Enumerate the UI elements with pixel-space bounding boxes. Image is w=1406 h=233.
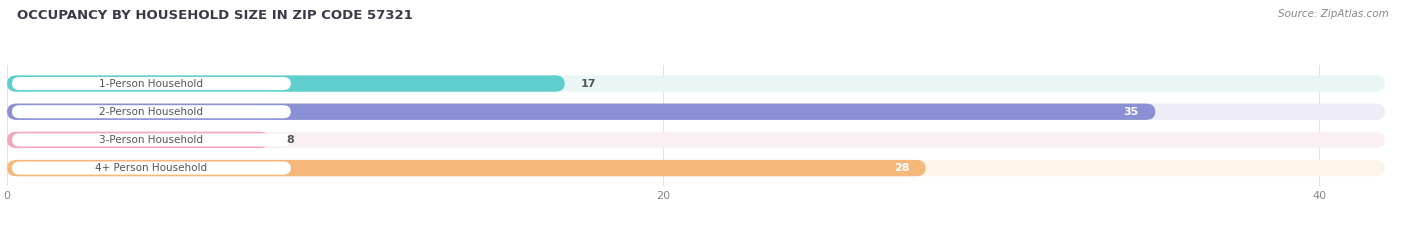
Text: 8: 8 xyxy=(285,135,294,145)
FancyBboxPatch shape xyxy=(7,103,1385,120)
FancyBboxPatch shape xyxy=(7,160,1385,176)
FancyBboxPatch shape xyxy=(7,103,1156,120)
FancyBboxPatch shape xyxy=(11,133,291,147)
Text: 3-Person Household: 3-Person Household xyxy=(100,135,204,145)
FancyBboxPatch shape xyxy=(7,132,270,148)
FancyBboxPatch shape xyxy=(7,75,565,92)
Text: 1-Person Household: 1-Person Household xyxy=(100,79,204,89)
Text: 28: 28 xyxy=(894,163,910,173)
FancyBboxPatch shape xyxy=(11,77,291,90)
FancyBboxPatch shape xyxy=(11,161,291,175)
Text: 2-Person Household: 2-Person Household xyxy=(100,107,204,117)
FancyBboxPatch shape xyxy=(7,160,925,176)
Text: 4+ Person Household: 4+ Person Household xyxy=(96,163,208,173)
Text: 35: 35 xyxy=(1123,107,1139,117)
Text: OCCUPANCY BY HOUSEHOLD SIZE IN ZIP CODE 57321: OCCUPANCY BY HOUSEHOLD SIZE IN ZIP CODE … xyxy=(17,9,412,22)
FancyBboxPatch shape xyxy=(7,132,1385,148)
Text: Source: ZipAtlas.com: Source: ZipAtlas.com xyxy=(1278,9,1389,19)
FancyBboxPatch shape xyxy=(7,75,1385,92)
Text: 17: 17 xyxy=(581,79,596,89)
FancyBboxPatch shape xyxy=(11,105,291,118)
